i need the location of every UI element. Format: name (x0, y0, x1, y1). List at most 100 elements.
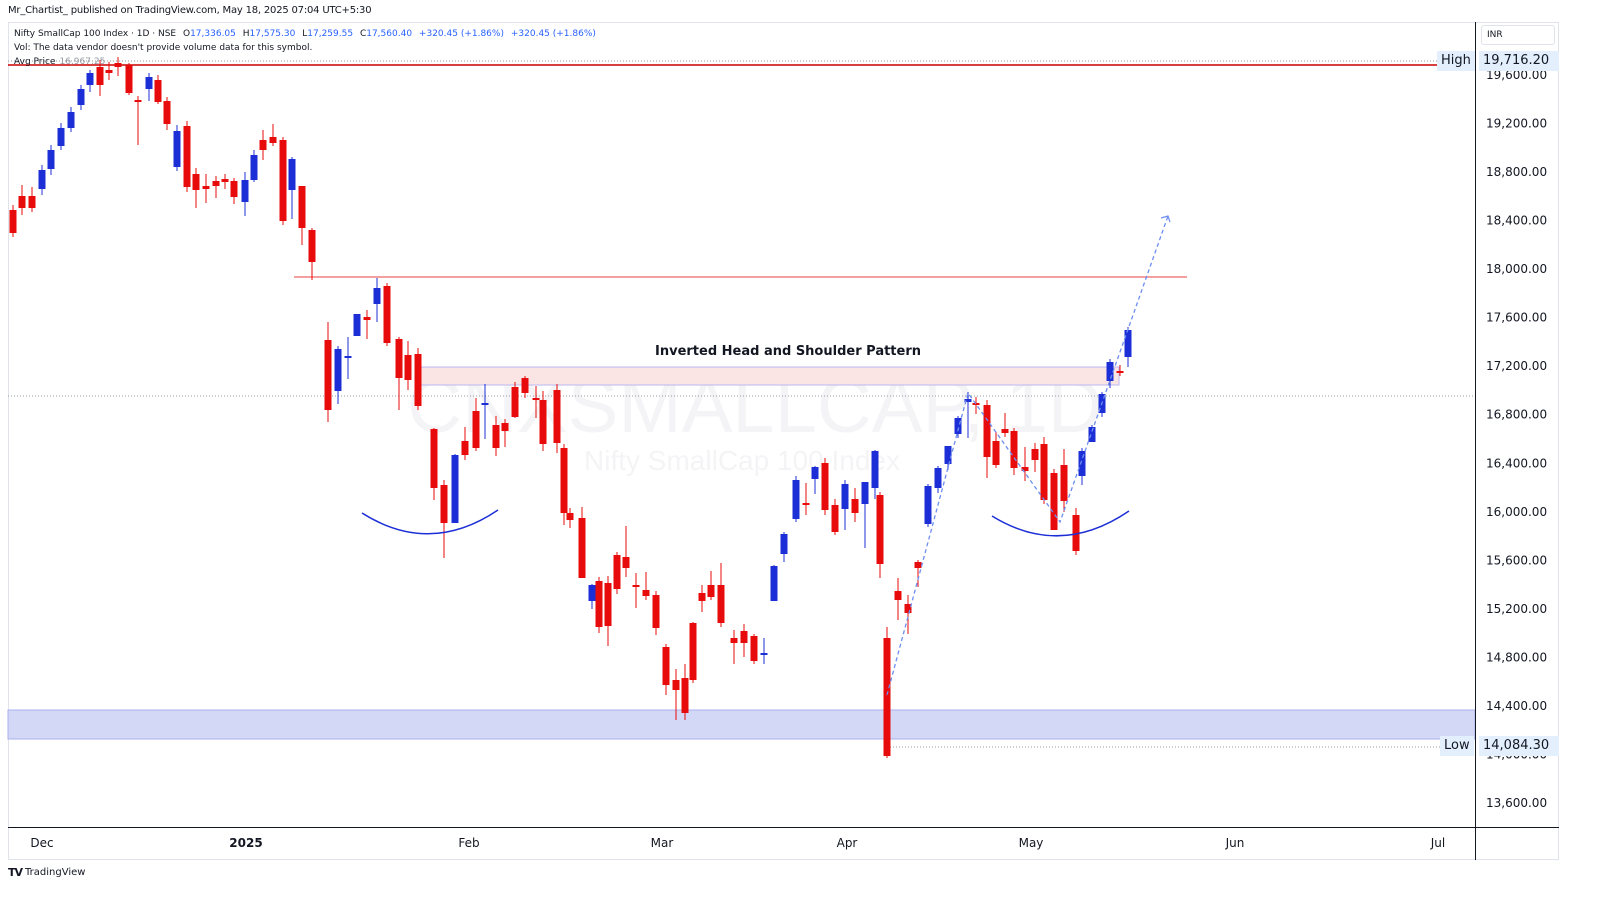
candle[interactable] (642, 572, 650, 600)
candle[interactable] (395, 337, 403, 410)
candle[interactable] (871, 450, 879, 499)
candle[interactable] (770, 565, 778, 601)
candle[interactable] (780, 532, 788, 562)
candle[interactable] (1031, 443, 1039, 472)
candle[interactable] (125, 63, 133, 95)
candle[interactable] (851, 488, 859, 522)
candle[interactable] (811, 466, 819, 494)
candle[interactable] (750, 634, 758, 664)
candle[interactable] (1106, 359, 1114, 388)
avg-price-label[interactable]: Avg Price (14, 57, 56, 67)
candle[interactable] (521, 376, 529, 398)
candle[interactable] (1072, 508, 1080, 555)
candle[interactable] (414, 348, 422, 410)
right-shoulder-arc[interactable] (991, 510, 1130, 537)
neckline-zone[interactable] (415, 366, 1120, 386)
tradingview-logo[interactable]: TV TradingView (8, 866, 85, 879)
candle[interactable] (114, 57, 122, 76)
candle[interactable] (717, 563, 725, 627)
projection-path[interactable] (886, 215, 1169, 696)
candle[interactable] (481, 384, 489, 439)
candle[interactable] (698, 585, 706, 612)
candle[interactable] (983, 400, 991, 478)
candle[interactable] (578, 507, 586, 578)
candle[interactable] (230, 178, 238, 204)
left-shoulder-arc[interactable] (361, 509, 499, 535)
candle[interactable] (914, 560, 922, 587)
candle[interactable] (760, 638, 768, 664)
candle[interactable] (707, 571, 715, 600)
candle[interactable] (904, 595, 912, 634)
candle[interactable] (672, 669, 680, 720)
candle[interactable] (18, 185, 26, 215)
candle[interactable] (212, 176, 220, 198)
candle[interactable] (324, 322, 332, 422)
candle[interactable] (461, 427, 469, 460)
candle[interactable] (595, 577, 603, 633)
currency-selector[interactable]: INR (1481, 25, 1555, 45)
candle[interactable] (250, 150, 258, 182)
candle[interactable] (67, 107, 75, 132)
support-zone[interactable] (7, 709, 1476, 740)
candle[interactable] (288, 157, 296, 219)
candle[interactable] (622, 526, 630, 577)
candle[interactable] (992, 432, 1000, 468)
candle[interactable] (1021, 447, 1029, 481)
candle[interactable] (964, 392, 972, 438)
candle[interactable] (105, 62, 113, 80)
candle[interactable] (876, 492, 884, 578)
candle[interactable] (279, 137, 287, 225)
candle[interactable] (134, 96, 142, 145)
candle[interactable] (560, 444, 568, 525)
candle[interactable] (298, 186, 306, 245)
candle[interactable] (9, 205, 17, 237)
candle[interactable] (47, 145, 55, 175)
candle[interactable] (662, 644, 670, 695)
candle[interactable] (163, 97, 171, 130)
candle[interactable] (241, 172, 249, 216)
candle[interactable] (430, 428, 438, 500)
legend-symbol[interactable]: Nifty SmallCap 100 Index · 1D · NSE (14, 29, 177, 39)
candle[interactable] (1078, 448, 1086, 485)
candle[interactable] (1088, 425, 1096, 442)
candle[interactable] (944, 446, 952, 470)
candle[interactable] (492, 416, 500, 456)
candle[interactable] (344, 337, 352, 379)
candle[interactable] (604, 576, 612, 646)
candle[interactable] (553, 384, 561, 453)
candle[interactable] (1001, 413, 1009, 437)
candle[interactable] (28, 187, 36, 212)
candle[interactable] (566, 508, 574, 528)
candle[interactable] (532, 386, 540, 418)
candle[interactable] (1060, 449, 1068, 512)
candle[interactable] (363, 310, 371, 339)
candle[interactable] (588, 584, 596, 609)
candle[interactable] (841, 480, 849, 530)
candle[interactable] (792, 476, 800, 522)
candle[interactable] (373, 278, 381, 322)
candle[interactable] (689, 622, 697, 683)
candle[interactable] (383, 283, 391, 346)
candle[interactable] (681, 664, 689, 720)
candle[interactable] (652, 591, 660, 635)
candle[interactable] (96, 60, 104, 96)
candle[interactable] (511, 382, 519, 418)
candle[interactable] (86, 70, 94, 92)
candle[interactable] (1010, 428, 1018, 475)
candle[interactable] (404, 341, 412, 390)
candle[interactable] (77, 85, 85, 110)
time-axis[interactable]: Dec 2025 Feb Mar Apr May Jun Jul (30, 836, 1445, 850)
candle[interactable] (1040, 437, 1048, 504)
candle[interactable] (202, 174, 210, 203)
pattern-label[interactable]: Inverted Head and Shoulder Pattern (655, 344, 921, 359)
candle[interactable] (501, 419, 509, 447)
candle[interactable] (472, 398, 480, 451)
candle[interactable] (740, 624, 748, 657)
candle[interactable] (802, 483, 810, 515)
candle[interactable] (861, 482, 869, 548)
candle[interactable] (183, 121, 191, 192)
candle[interactable] (1050, 469, 1058, 530)
price-axis[interactable]: 13,600.0014,000.0014,400.0014,800.0015,2… (1486, 68, 1547, 810)
candle[interactable] (38, 165, 46, 195)
